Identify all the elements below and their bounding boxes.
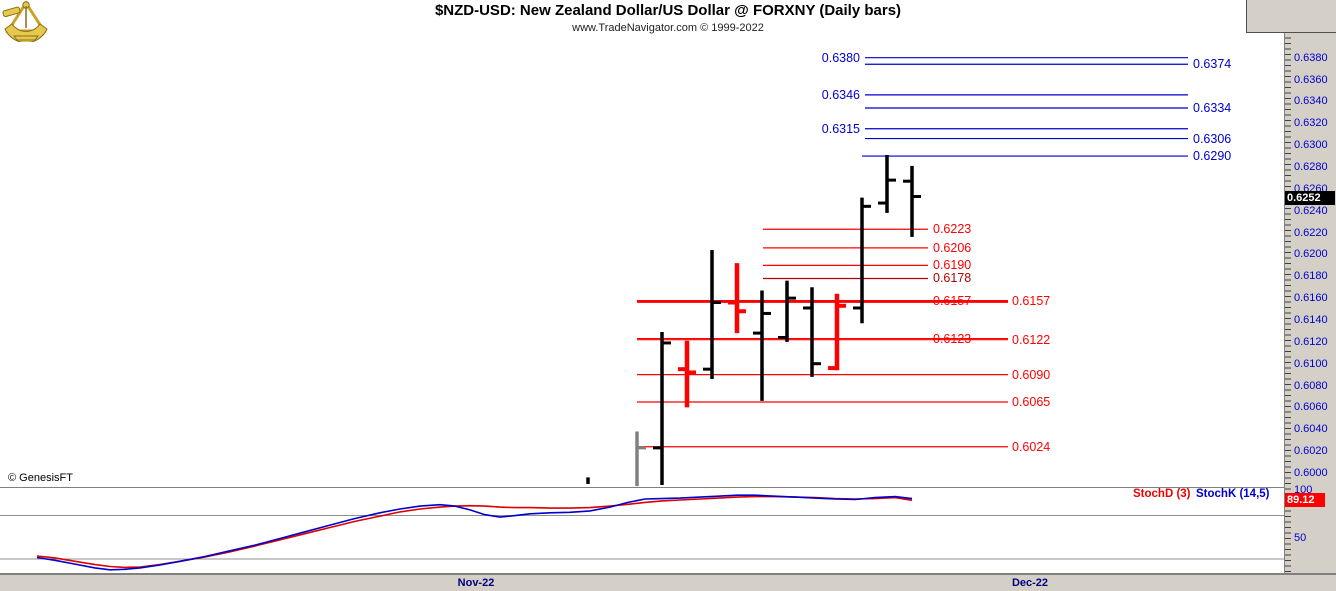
last-price-badge: 0.6252 [1285, 190, 1335, 205]
price-axis-tick-label: 0.6040 [1294, 423, 1328, 436]
price-axis-tick-label: 0.6120 [1294, 335, 1328, 348]
price-axis-tick-label: 0.6180 [1294, 270, 1328, 283]
price-axis-tick-label: 0.6000 [1294, 467, 1328, 479]
chart-title: $NZD-USD: New Zealand Dollar/US Dollar @… [434, 2, 902, 19]
genesisft-logo-icon [2, 0, 48, 42]
date-axis-label: Nov-22 [457, 577, 495, 589]
chart-subtitle: www.TradeNavigator.com © 1999-2022 [572, 22, 764, 34]
stoch-axis-tick-label: 100 [1294, 484, 1313, 496]
date-axis-label: Dec-22 [1011, 577, 1049, 589]
price-axis-tick-label: 0.6360 [1294, 73, 1328, 86]
stoch-axis-tick-label: 50 [1294, 531, 1307, 544]
legend-stochd[interactable]: StochD (3) [1133, 488, 1191, 500]
stoch-k-line [36, 494, 913, 571]
stoch-d-line [36, 495, 913, 569]
price-axis-tick-label: 0.6020 [1294, 445, 1328, 458]
price-axis-tick-label: 0.6220 [1294, 226, 1328, 239]
price-axis-tick-label: 0.6340 [1294, 95, 1328, 108]
price-axis-tick-label: 0.6080 [1294, 379, 1328, 392]
stoch-value-badge: 89.12 [1285, 493, 1325, 508]
chart-header: $NZD-USD: New Zealand Dollar/US Dollar @… [0, 2, 1336, 34]
axis-corner-panel [1246, 0, 1336, 33]
price-axis-tick-label: 0.6100 [1294, 357, 1328, 370]
price-axis-tickmarks [1285, 33, 1291, 573]
price-axis-tick-label: 0.6320 [1294, 117, 1328, 130]
price-axis-tick-label: 0.6140 [1294, 313, 1328, 326]
price-axis-gutter[interactable]: 0.6380 0.6360 0.6340 0.6320 0.6300 0.6280 0.62… [1285, 33, 1336, 573]
price-axis-tick-label: 0.6160 [1294, 292, 1328, 305]
price-axis-tick-label: 0.6280 [1294, 160, 1328, 173]
genesisft-copyright: © GenesisFT [8, 472, 73, 484]
price-axis-tick-label: 0.6060 [1294, 401, 1328, 414]
date-axis-strip[interactable]: Nov-22 Dec-22 [0, 573, 1336, 591]
price-axis-tick-label: 0.6380 [1294, 51, 1328, 64]
price-axis-tick-label: 0.6200 [1294, 248, 1328, 261]
price-axis-tick-label: 0.6300 [1294, 139, 1328, 152]
legend-stochk[interactable]: StochK (14,5) [1196, 488, 1270, 500]
price-axis-tick-label: 0.6240 [1294, 204, 1328, 217]
